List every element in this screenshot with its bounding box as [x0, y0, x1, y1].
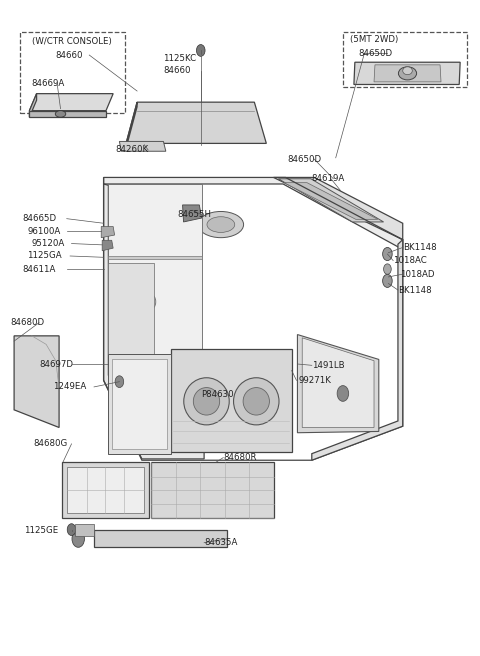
Ellipse shape — [198, 211, 243, 237]
Circle shape — [384, 264, 391, 274]
Text: 84650D: 84650D — [359, 49, 393, 58]
Text: BK1148: BK1148 — [398, 285, 432, 295]
Polygon shape — [102, 240, 113, 251]
Polygon shape — [62, 462, 149, 518]
Polygon shape — [94, 529, 227, 547]
Polygon shape — [29, 111, 106, 117]
Text: 84635A: 84635A — [204, 538, 238, 547]
Circle shape — [383, 274, 392, 287]
Text: 1491LB: 1491LB — [312, 361, 345, 370]
Circle shape — [67, 523, 76, 535]
Polygon shape — [29, 94, 113, 111]
Bar — [20, 32, 125, 113]
Ellipse shape — [193, 388, 220, 415]
Polygon shape — [182, 205, 202, 222]
Circle shape — [115, 376, 124, 388]
Text: 84680G: 84680G — [33, 440, 68, 448]
Text: 84697D: 84697D — [39, 359, 73, 369]
Ellipse shape — [234, 378, 279, 425]
Text: 1125GE: 1125GE — [24, 526, 58, 535]
Polygon shape — [108, 256, 202, 259]
Ellipse shape — [55, 111, 66, 117]
Polygon shape — [112, 359, 167, 449]
Polygon shape — [298, 335, 379, 433]
Polygon shape — [278, 178, 384, 222]
Polygon shape — [302, 338, 374, 428]
Text: 84655H: 84655H — [178, 211, 212, 219]
Text: 1018AC: 1018AC — [393, 256, 427, 265]
Polygon shape — [104, 184, 204, 459]
Ellipse shape — [149, 209, 197, 237]
Ellipse shape — [403, 67, 412, 75]
Bar — [343, 32, 468, 87]
Polygon shape — [101, 226, 115, 237]
Circle shape — [196, 45, 205, 56]
Circle shape — [72, 530, 84, 547]
Text: BK1148: BK1148 — [403, 243, 436, 252]
Text: 1249EA: 1249EA — [53, 382, 86, 392]
Polygon shape — [120, 142, 166, 152]
Polygon shape — [108, 184, 202, 374]
Polygon shape — [284, 182, 378, 219]
Polygon shape — [67, 467, 144, 512]
Polygon shape — [170, 349, 292, 453]
Polygon shape — [152, 462, 274, 518]
Ellipse shape — [207, 216, 235, 232]
Text: 84260K: 84260K — [116, 146, 149, 154]
Text: 84660: 84660 — [163, 66, 191, 75]
Polygon shape — [104, 177, 403, 249]
Text: (5MT 2WD): (5MT 2WD) — [350, 35, 398, 45]
Ellipse shape — [184, 378, 229, 425]
Text: 84669A: 84669A — [32, 79, 65, 89]
Polygon shape — [108, 262, 154, 374]
Ellipse shape — [158, 215, 187, 232]
Circle shape — [383, 247, 392, 260]
Text: 84680D: 84680D — [10, 318, 44, 327]
Text: 84660: 84660 — [56, 51, 83, 60]
Polygon shape — [274, 177, 403, 239]
Text: (W/CTR CONSOLE): (W/CTR CONSOLE) — [32, 37, 111, 46]
Ellipse shape — [398, 67, 417, 80]
Text: 84611A: 84611A — [22, 264, 56, 274]
Text: 84680R: 84680R — [223, 453, 257, 462]
Polygon shape — [312, 239, 403, 461]
Text: 99271K: 99271K — [299, 376, 331, 385]
Polygon shape — [108, 354, 170, 454]
Polygon shape — [374, 65, 441, 82]
Text: 84650D: 84650D — [288, 155, 322, 163]
Text: 84665D: 84665D — [22, 214, 56, 223]
Text: 1125KC: 1125KC — [163, 54, 196, 63]
Text: 96100A: 96100A — [27, 226, 60, 236]
Text: P84630: P84630 — [201, 390, 233, 400]
Polygon shape — [75, 524, 94, 536]
Polygon shape — [29, 94, 36, 117]
Polygon shape — [14, 336, 59, 428]
Text: 95120A: 95120A — [32, 239, 65, 248]
Polygon shape — [126, 102, 137, 148]
Text: 1125GA: 1125GA — [27, 251, 61, 260]
Circle shape — [337, 386, 348, 401]
Text: 1018AD: 1018AD — [400, 270, 435, 279]
Text: 84619A: 84619A — [312, 174, 345, 183]
Polygon shape — [126, 102, 266, 144]
Ellipse shape — [243, 388, 269, 415]
Polygon shape — [354, 62, 460, 85]
